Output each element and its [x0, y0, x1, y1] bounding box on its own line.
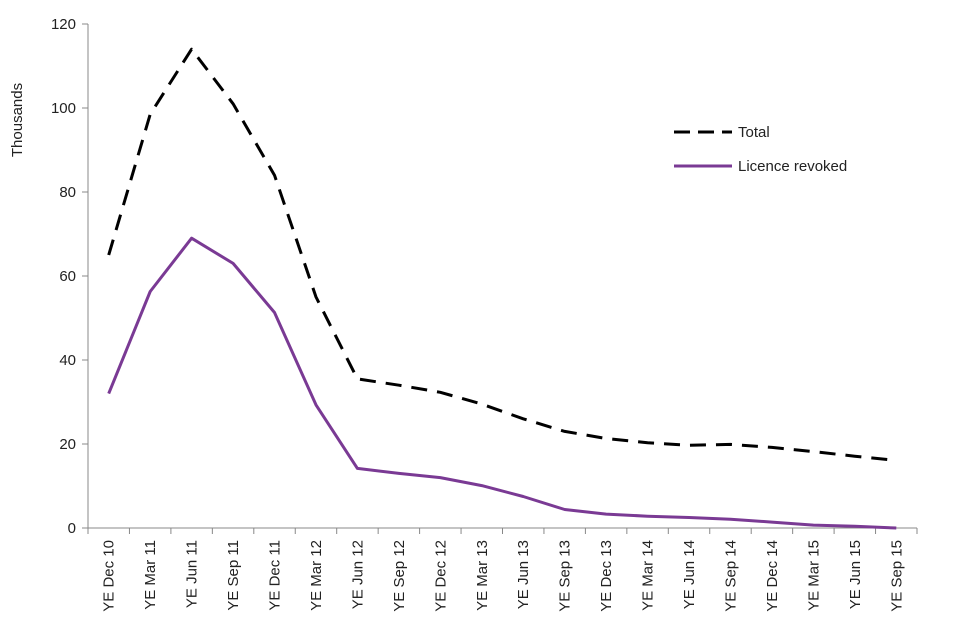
- x-tick-label: YE Mar 13: [474, 540, 491, 611]
- axes: [87, 24, 917, 529]
- data-point: [646, 515, 648, 517]
- data-point: [771, 521, 773, 523]
- series-layer: [107, 47, 897, 530]
- legend-label: Total: [738, 124, 770, 141]
- x-tick-label: YE Sep 14: [722, 540, 739, 612]
- data-point: [273, 311, 275, 313]
- y-tick-label: 20: [59, 436, 76, 453]
- y-ticks: 0 20 40 60 80 100 120: [51, 16, 88, 537]
- x-tick-label: YE Jun 11: [184, 540, 201, 608]
- data-point: [563, 508, 565, 510]
- x-tick-label: YE Sep 13: [557, 540, 574, 612]
- series-line-total: [107, 47, 897, 462]
- data-point: [190, 237, 192, 239]
- data-point: [398, 384, 400, 386]
- data-point: [356, 378, 358, 380]
- data-point: [605, 513, 607, 515]
- data-point: [895, 527, 897, 529]
- data-point: [729, 443, 731, 445]
- y-tick-label: 120: [51, 16, 76, 33]
- data-point: [522, 495, 524, 497]
- x-tick-label: YE Jun 13: [515, 540, 532, 609]
- x-tick-label: YE Sep 12: [391, 540, 408, 612]
- data-point: [771, 446, 773, 448]
- data-point: [605, 437, 607, 439]
- x-tick-label: YE Mar 14: [640, 540, 657, 611]
- data-point: [688, 444, 690, 446]
- data-point: [108, 254, 110, 256]
- y-tick-label: 100: [51, 100, 76, 117]
- legend: Total Licence revoked: [674, 124, 847, 175]
- data-point: [854, 525, 856, 527]
- y-axis-title: Thousands: [9, 83, 26, 157]
- data-point: [895, 459, 897, 461]
- y-tick-label: 0: [68, 520, 76, 537]
- data-point: [439, 391, 441, 393]
- data-point: [688, 516, 690, 518]
- x-tick-label: YE Dec 10: [101, 540, 118, 612]
- data-point: [273, 174, 275, 176]
- data-point: [315, 296, 317, 298]
- x-ticks: YE Dec 10 YE Mar 11 YE Jun 11 YE Sep 11 YE D…: [87, 528, 918, 612]
- data-point: [522, 418, 524, 420]
- series-line-licence-revoked: [107, 236, 897, 530]
- data-point: [149, 290, 151, 292]
- x-tick-label: YE Dec 12: [432, 540, 449, 612]
- x-tick-label: YE Dec 11: [267, 540, 284, 611]
- x-tick-label: YE Jun 14: [681, 540, 698, 609]
- data-point: [232, 103, 234, 105]
- x-tick-label: YE Jun 12: [349, 540, 366, 609]
- x-tick-label: YE Sep 15: [888, 540, 905, 612]
- data-point: [232, 262, 234, 264]
- data-point: [356, 467, 358, 469]
- y-tick-label: 60: [59, 268, 76, 285]
- data-point: [108, 392, 110, 394]
- x-tick-label: YE Dec 14: [764, 540, 781, 612]
- data-point: [646, 442, 648, 444]
- data-point: [729, 518, 731, 520]
- data-point: [190, 48, 192, 50]
- data-point: [854, 455, 856, 457]
- data-point: [563, 430, 565, 432]
- data-point: [812, 450, 814, 452]
- x-tick-label: YE Mar 12: [308, 540, 325, 611]
- x-tick-label: YE Sep 11: [225, 540, 242, 611]
- data-point: [812, 524, 814, 526]
- x-tick-label: YE Mar 15: [805, 540, 822, 611]
- y-tick-label: 80: [59, 184, 76, 201]
- x-tick-label: YE Mar 11: [142, 540, 159, 610]
- y-tick-label: 40: [59, 352, 76, 369]
- data-point: [481, 484, 483, 486]
- data-point: [149, 113, 151, 115]
- x-tick-label: YE Dec 13: [598, 540, 615, 612]
- data-point: [481, 403, 483, 405]
- data-point: [439, 476, 441, 478]
- data-point: [398, 472, 400, 474]
- data-point: [315, 404, 317, 406]
- legend-label: Licence revoked: [738, 158, 847, 175]
- x-tick-label: YE Jun 15: [847, 540, 864, 609]
